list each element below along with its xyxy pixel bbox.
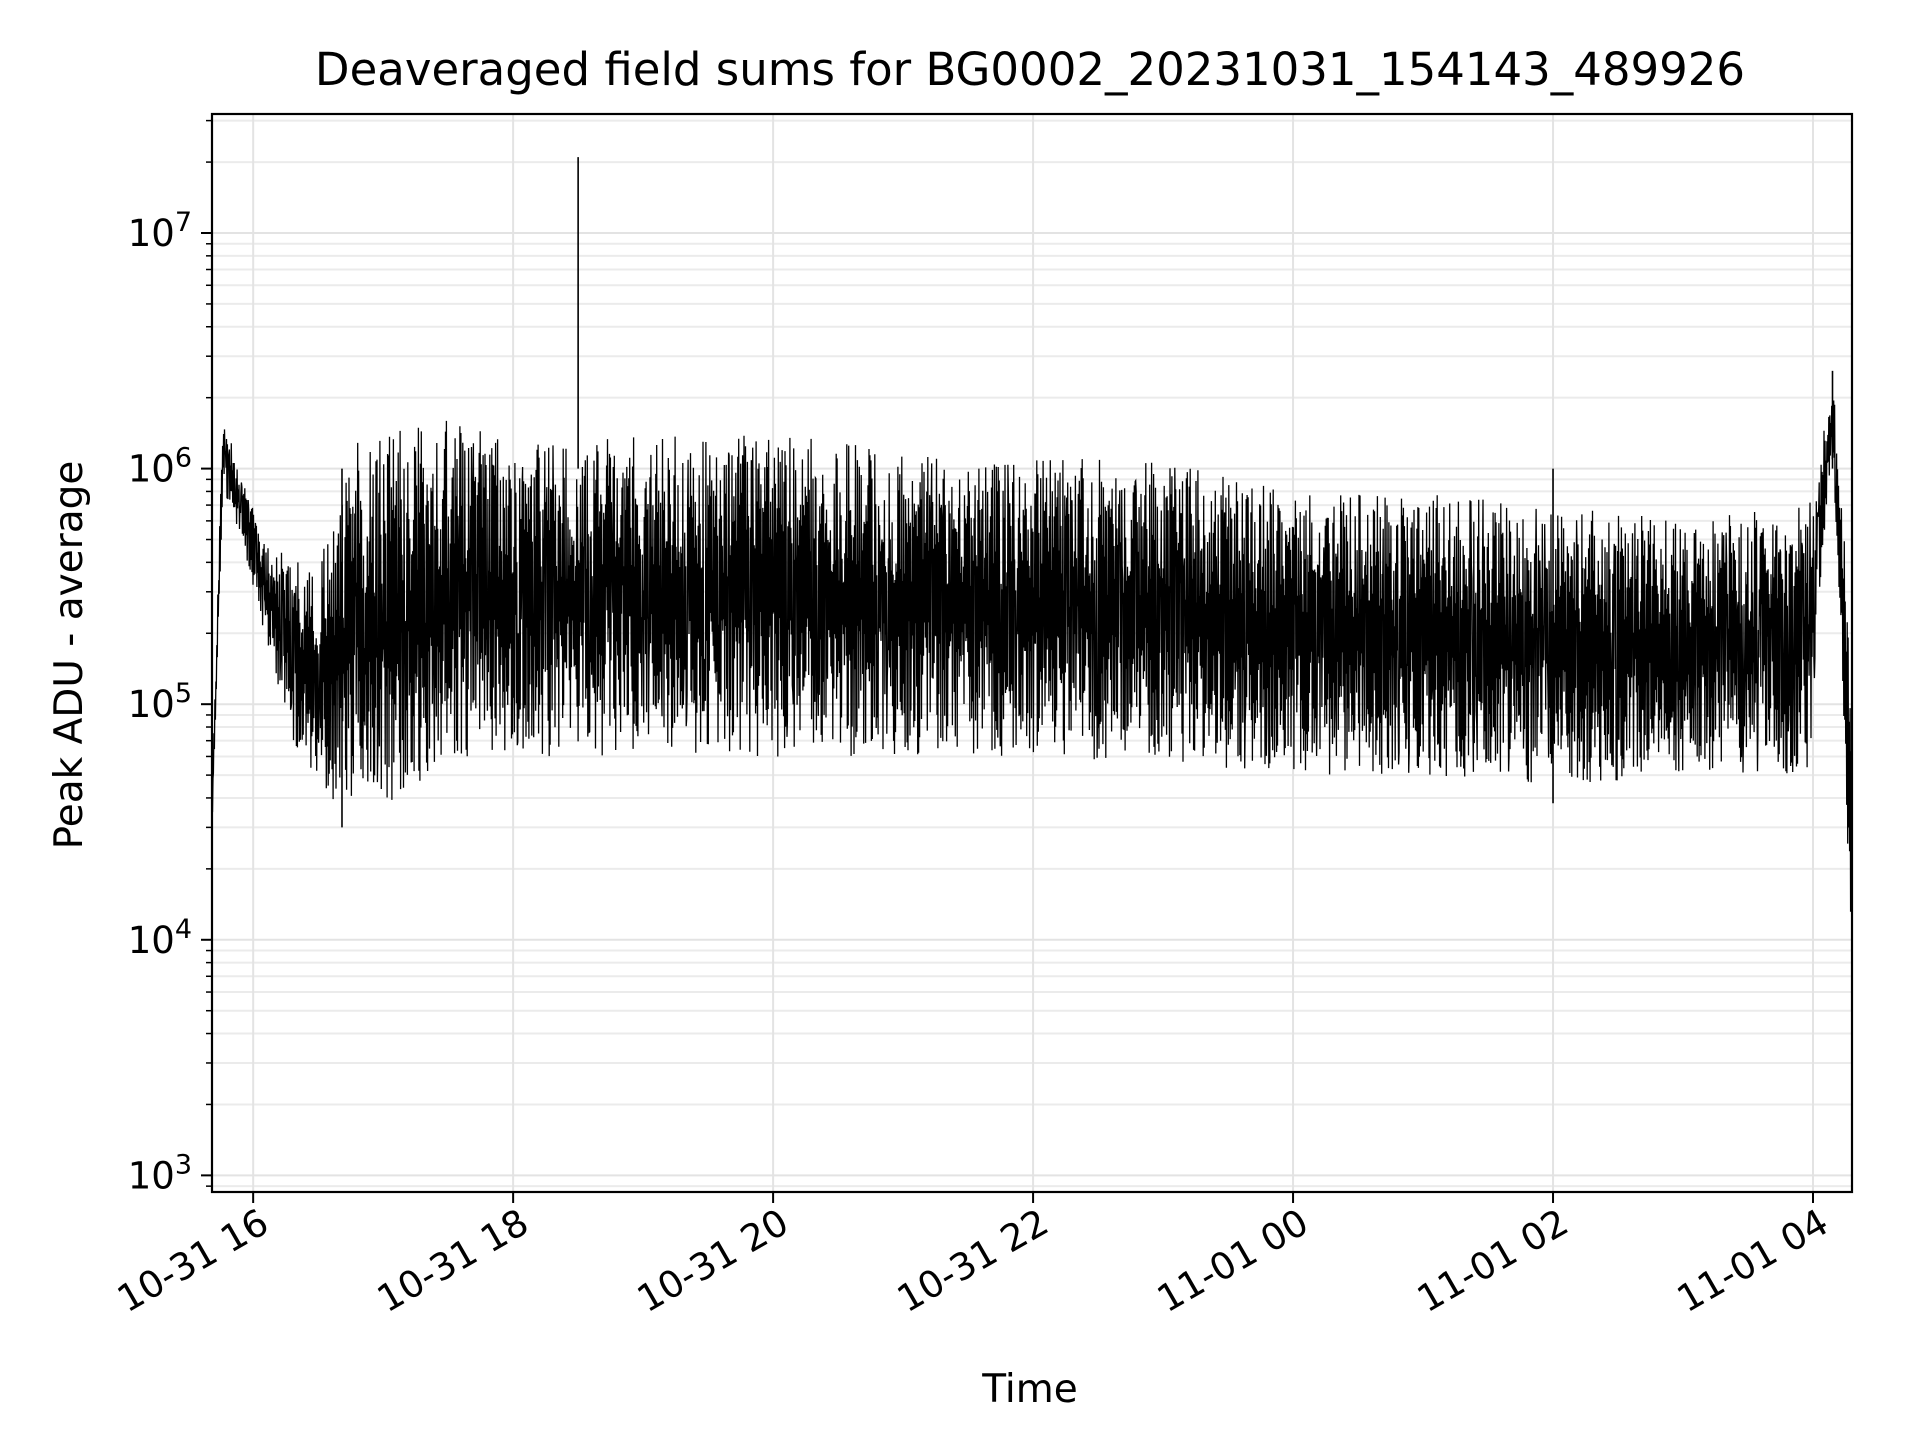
series-line xyxy=(211,400,1853,934)
plot-layer: 103 104 105 106 107 10-31 16 10-31 18 10-31 20 1… xyxy=(110,112,1854,1321)
y-tick-label: 104 xyxy=(128,914,192,962)
x-tick-label: 10-31 22 xyxy=(890,1201,1056,1321)
x-tick-label: 11-01 02 xyxy=(1410,1201,1576,1321)
chart-title: Deaveraged field sums for BG0002_2023103… xyxy=(315,43,1745,96)
y-tick-label: 105 xyxy=(128,678,192,726)
x-tick-label: 10-31 20 xyxy=(630,1201,796,1321)
x-tick-label: 11-01 00 xyxy=(1150,1201,1316,1321)
y-axis-label: Peak ADU - average xyxy=(47,461,92,850)
y-tick-label: 106 xyxy=(128,443,192,491)
x-tick-label: 10-31 16 xyxy=(110,1201,276,1321)
x-axis-label: Time xyxy=(981,1367,1077,1412)
plot-frame xyxy=(210,112,1854,1194)
x-tick-label: 11-01 04 xyxy=(1670,1201,1836,1321)
y-tick-label: 103 xyxy=(128,1149,192,1197)
x-tick-label: 10-31 18 xyxy=(370,1201,536,1321)
y-tick-label: 107 xyxy=(128,207,192,255)
